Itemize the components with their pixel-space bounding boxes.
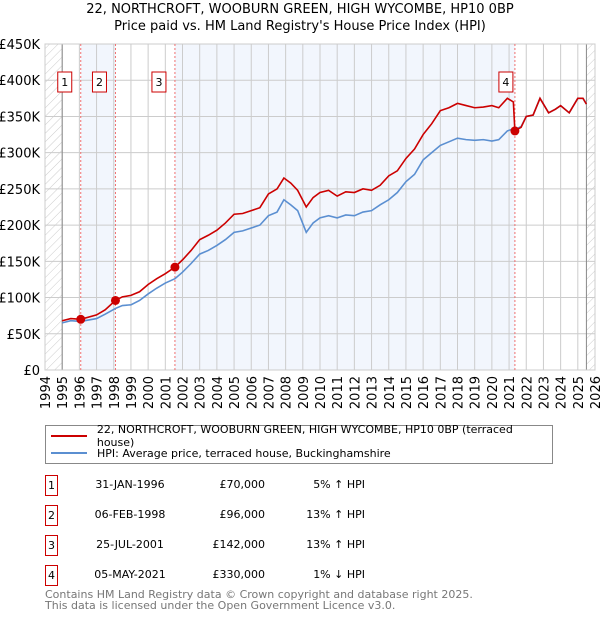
x-tick-label: 1995 (56, 376, 71, 409)
x-tick-label: 2017 (434, 376, 449, 409)
footer: Contains HM Land Registry data © Crown c… (45, 589, 473, 611)
sale-point (170, 262, 180, 272)
x-tick-label: 2010 (314, 376, 329, 409)
legend-red-line (51, 435, 87, 437)
sale-hpi-diff: 5% ↑ HPI (313, 478, 365, 491)
y-tick-label: £350K (0, 110, 40, 125)
x-tick-label: 1997 (91, 376, 106, 409)
sale-number: 2 (45, 505, 58, 526)
sale-label: 2 (96, 76, 103, 89)
x-tick-label: 2025 (572, 376, 587, 409)
y-tick-label: £300K (0, 147, 40, 162)
price-chart: 1994 1995 1996 1997 1998 1999 2000 2001 2002 2003… (0, 38, 600, 409)
x-tick-label: 2022 (520, 376, 535, 409)
plot-border (44, 43, 596, 371)
sale-row: 1 31-JAN-1996 £70,000 5% ↑ HPI (45, 475, 445, 497)
sale-date: 05-MAY-2021 (94, 568, 166, 581)
sale-row: 3 25-JUL-2001 £142,000 13% ↑ HPI (45, 535, 445, 557)
shaded-period (80, 44, 116, 370)
sale-hpi-diff: 1% ↓ HPI (313, 568, 365, 581)
x-tick-label: 2012 (348, 376, 363, 409)
x-tick-label: 1999 (125, 376, 140, 409)
legend-property: 22, NORTHCROFT, WOOBURN GREEN, HIGH WYCO… (96, 423, 513, 449)
x-tick-label: 2021 (503, 376, 518, 409)
x-tick-label: 2003 (194, 376, 209, 409)
x-tick-label: 2006 (245, 376, 260, 409)
x-tick-label: 2002 (177, 376, 192, 409)
footer-line1: Contains HM Land Registry data © Crown c… (45, 588, 473, 601)
sale-price: £330,000 (212, 568, 266, 581)
y-tick-label: £0 (23, 364, 40, 379)
sale-label: 1 (61, 76, 68, 89)
x-tick-label: 2023 (537, 376, 552, 409)
sale-label-box (498, 71, 514, 93)
hatched-region (586, 44, 595, 370)
y-tick-label: £50K (7, 328, 41, 343)
y-tick-label: £450K (0, 38, 40, 53)
sale-label: 4 (502, 76, 509, 89)
sale-label: 3 (155, 76, 162, 89)
x-tick-label: 1994 (39, 376, 54, 409)
x-tick-label: 1998 (108, 376, 123, 409)
sale-number: 4 (45, 565, 58, 586)
x-tick-label: 2000 (142, 376, 157, 409)
x-tick-label: 2014 (383, 376, 398, 409)
sale-price: £142,000 (212, 538, 266, 551)
sale-date: 31-JAN-1996 (95, 478, 165, 491)
footer-line2: This data is licensed under the Open Gov… (45, 599, 396, 612)
x-tick-label: 1996 (73, 376, 88, 409)
sale-number: 3 (45, 535, 58, 556)
x-tick-label: 2011 (331, 376, 346, 409)
sale-point (110, 295, 120, 305)
sale-label-box (151, 71, 167, 93)
y-tick-label: £250K (0, 183, 40, 198)
x-tick-label: 2024 (555, 376, 570, 409)
x-tick-label: 2016 (417, 376, 432, 409)
x-tick-label: 2018 (452, 376, 467, 409)
y-tick-label: £400K (0, 74, 40, 89)
shaded-period (174, 44, 515, 370)
hatched-region (45, 44, 63, 370)
sale-hpi-diff: 13% ↑ HPI (306, 508, 365, 521)
chart-title: 22, NORTHCROFT, WOOBURN GREEN, HIGH WYCO… (86, 2, 514, 17)
legend-blue-line (51, 452, 87, 454)
x-tick-label: 2019 (469, 376, 484, 409)
sale-label-box (57, 71, 73, 93)
sale-hpi-diff: 13% ↑ HPI (306, 538, 365, 551)
sale-label-box (91, 71, 107, 93)
sale-price: £70,000 (219, 478, 266, 491)
x-tick-label: 2015 (400, 376, 415, 409)
sale-date: 25-JUL-2001 (96, 538, 164, 551)
y-tick-label: £200K (0, 219, 40, 234)
x-tick-label: 2020 (486, 376, 501, 409)
legend: 22, NORTHCROFT, WOOBURN GREEN, HIGH WYCO… (45, 423, 553, 464)
y-tick-label: £150K (0, 255, 40, 270)
x-tick-label: 2026 (589, 376, 600, 409)
sale-point (76, 314, 86, 324)
x-tick-label: 2013 (366, 376, 381, 409)
y-tick-label: £100K (0, 292, 40, 307)
sale-price: £96,000 (219, 508, 266, 521)
x-tick-label: 2005 (228, 376, 243, 409)
sale-date: 06-FEB-1998 (94, 508, 166, 521)
x-tick-label: 2007 (262, 376, 277, 409)
sale-number: 1 (45, 475, 58, 496)
sale-point (510, 126, 520, 136)
x-tick-label: 2009 (297, 376, 312, 409)
x-tick-label: 2008 (280, 376, 295, 409)
x-tick-label: 2004 (211, 376, 226, 409)
sale-row: 2 06-FEB-1998 £96,000 13% ↑ HPI (45, 505, 445, 527)
legend-hpi: HPI: Average price, terraced house, Buck… (97, 446, 391, 460)
sale-row: 4 05-MAY-2021 £330,000 1% ↓ HPI (45, 565, 445, 587)
chart-subtitle: Price paid vs. HM Land Registry's House … (114, 19, 486, 34)
x-tick-label: 2001 (159, 376, 174, 409)
